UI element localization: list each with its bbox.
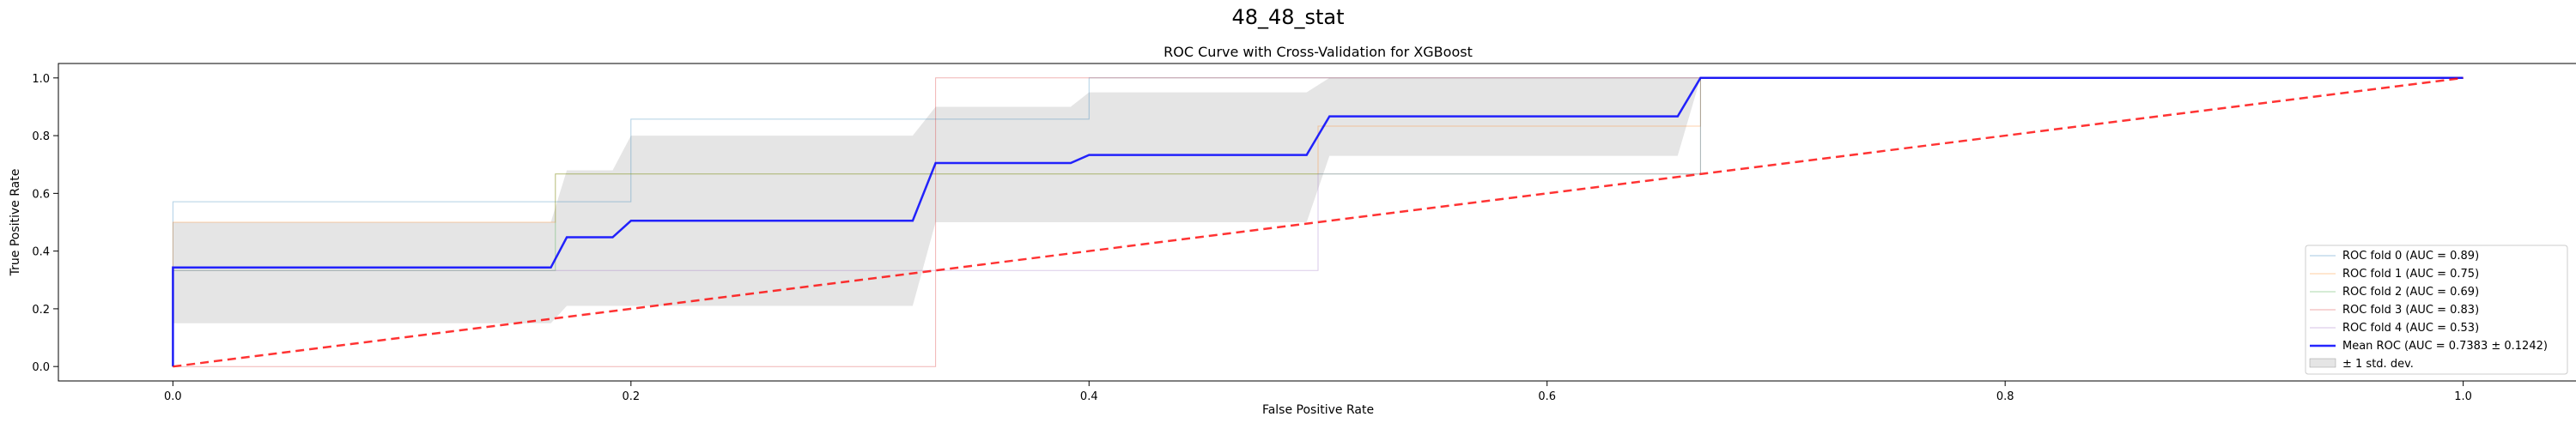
y-tick-label: 0.8	[32, 130, 50, 143]
x-tick-label: 0.4	[1080, 390, 1098, 403]
legend-box	[2305, 245, 2568, 375]
legend-label-fold-1: ROC fold 1 (AUC = 0.75)	[2342, 268, 2479, 281]
y-tick-label: 0.0	[32, 361, 50, 374]
plot-area	[172, 76, 2464, 368]
legend-label-fold-3: ROC fold 3 (AUC = 0.83)	[2342, 304, 2479, 317]
roc-fold-1-line	[172, 77, 2464, 367]
chance-line	[173, 76, 2464, 368]
legend: ROC fold 0 (AUC = 0.89) ROC fold 1 (AUC …	[2305, 245, 2568, 375]
figure-suptitle: 48_48_stat	[1231, 5, 1344, 29]
x-tick-label: 0.6	[1538, 390, 1556, 403]
roc-fold-2-line	[172, 77, 2464, 367]
y-tick-label: 0.4	[32, 246, 50, 259]
roc-fold-3-line	[173, 77, 2464, 367]
y-axis: 0.0 0.2 0.4 0.6 0.8 1.0	[32, 73, 58, 374]
x-tick-label: 0.8	[1996, 390, 2014, 403]
mean-roc-line	[172, 76, 2464, 367]
x-axis-label: False Positive Rate	[1262, 403, 1374, 417]
x-tick-label: 1.0	[2454, 390, 2472, 403]
chart-title: ROC Curve with Cross-Validation for XGBo…	[1163, 44, 1473, 60]
roc-fold-0-line	[172, 77, 2464, 367]
legend-label-mean-roc: Mean ROC (AUC = 0.7383 ± 0.1242)	[2342, 340, 2548, 353]
y-tick-label: 1.0	[32, 73, 50, 86]
legend-label-std-band: ± 1 std. dev.	[2342, 358, 2414, 371]
legend-label-fold-2: ROC fold 2 (AUC = 0.69)	[2342, 286, 2479, 299]
y-axis-label: True Positive Rate	[9, 169, 22, 277]
y-tick-label: 0.2	[32, 304, 50, 317]
x-tick-label: 0.2	[622, 390, 640, 403]
plot-frame	[58, 63, 2576, 382]
legend-swatch-std-band	[2309, 358, 2336, 368]
x-axis: 0.0 0.2 0.4 0.6 0.8 1.0	[164, 381, 2472, 403]
std-dev-band	[173, 77, 2464, 323]
legend-label-fold-0: ROC fold 0 (AUC = 0.89)	[2342, 250, 2479, 263]
y-tick-label: 0.6	[32, 188, 50, 201]
x-tick-label: 0.0	[164, 390, 182, 403]
legend-label-fold-4: ROC fold 4 (AUC = 0.53)	[2342, 322, 2479, 335]
